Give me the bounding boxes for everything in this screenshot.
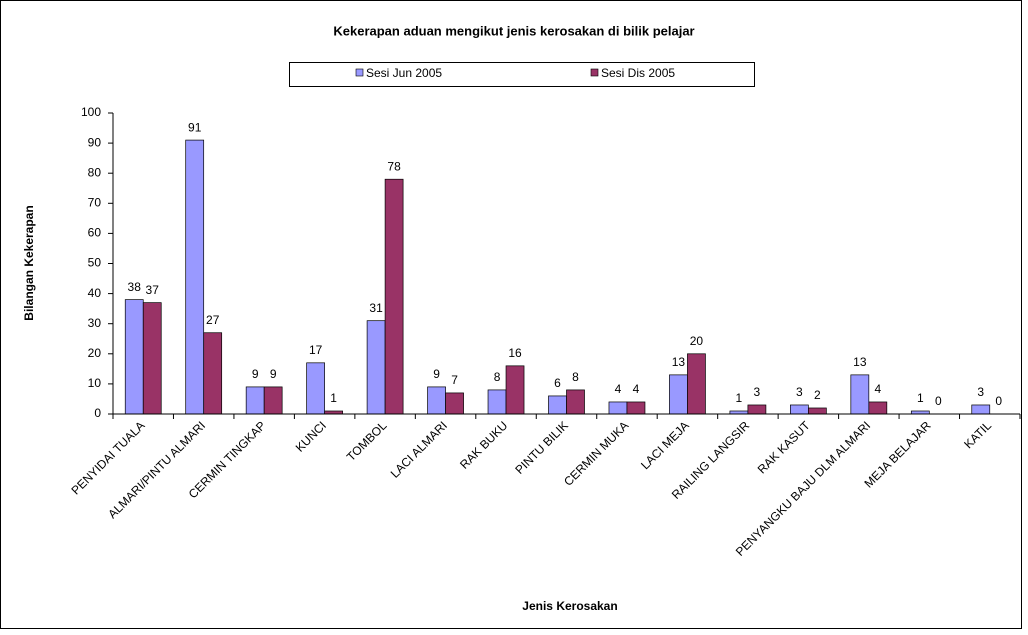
bar bbox=[384, 178, 404, 415]
bar bbox=[445, 392, 464, 415]
bar bbox=[868, 401, 888, 415]
bar bbox=[669, 374, 688, 415]
data-label: 1 bbox=[917, 391, 924, 405]
y-axis-label: Bilangan Kekerapan bbox=[22, 205, 36, 320]
data-label: 38 bbox=[128, 280, 142, 294]
bar bbox=[245, 386, 265, 415]
bar bbox=[548, 395, 567, 415]
data-label: 31 bbox=[369, 301, 383, 315]
data-label: 9 bbox=[433, 367, 440, 381]
data-label: 3 bbox=[977, 385, 984, 399]
bar bbox=[687, 353, 706, 415]
data-label: 2 bbox=[814, 388, 821, 402]
bar bbox=[185, 139, 205, 415]
data-label: 4 bbox=[633, 382, 640, 396]
y-tick-label: 0 bbox=[94, 406, 101, 420]
data-label: 6 bbox=[554, 376, 561, 390]
data-label: 4 bbox=[874, 382, 881, 396]
bar bbox=[124, 299, 144, 415]
bar bbox=[427, 386, 446, 415]
bar bbox=[971, 404, 991, 415]
bar bbox=[790, 404, 809, 415]
y-tick-label: 80 bbox=[88, 165, 102, 179]
bar bbox=[566, 389, 585, 415]
bar bbox=[366, 320, 386, 415]
bar bbox=[487, 389, 507, 415]
bar bbox=[747, 404, 767, 415]
data-label: 13 bbox=[853, 355, 867, 369]
bar bbox=[626, 401, 646, 415]
data-label: 1 bbox=[330, 391, 337, 405]
data-label: 3 bbox=[754, 385, 761, 399]
data-label: 37 bbox=[146, 283, 160, 297]
bar bbox=[263, 386, 283, 415]
data-label: 1 bbox=[736, 391, 743, 405]
bar bbox=[306, 362, 325, 415]
y-tick-label: 60 bbox=[88, 226, 102, 240]
y-tick-label: 70 bbox=[88, 195, 102, 209]
legend-box bbox=[289, 62, 755, 87]
legend-swatch bbox=[590, 68, 599, 77]
data-label: 78 bbox=[387, 159, 401, 173]
y-tick-label: 20 bbox=[88, 346, 102, 360]
x-axis-label: Jenis Kerosakan bbox=[522, 599, 617, 613]
bar bbox=[505, 365, 525, 415]
bar bbox=[808, 407, 827, 415]
data-label: 27 bbox=[206, 313, 220, 327]
y-tick-label: 30 bbox=[88, 316, 102, 330]
data-label: 0 bbox=[995, 394, 1002, 408]
data-label: 9 bbox=[270, 367, 277, 381]
y-tick-label: 10 bbox=[88, 376, 102, 390]
y-tick-label: 90 bbox=[88, 135, 102, 149]
data-label: 16 bbox=[508, 346, 522, 360]
legend-label: Sesi Dis 2005 bbox=[601, 66, 675, 80]
legend-swatch bbox=[355, 68, 364, 77]
data-label: 8 bbox=[572, 370, 579, 384]
bar bbox=[850, 374, 870, 415]
bar bbox=[142, 302, 162, 415]
legend-label: Sesi Jun 2005 bbox=[366, 66, 442, 80]
data-label: 4 bbox=[615, 382, 622, 396]
bar bbox=[608, 401, 628, 415]
data-label: 9 bbox=[252, 367, 259, 381]
data-label: 91 bbox=[188, 120, 202, 134]
bar bbox=[203, 332, 223, 415]
y-tick-label: 100 bbox=[81, 105, 101, 119]
y-tick-label: 50 bbox=[88, 256, 102, 270]
chart-title: Kekerapan aduan mengikut jenis kerosakan… bbox=[333, 23, 694, 38]
data-label: 7 bbox=[451, 373, 458, 387]
y-tick-label: 40 bbox=[88, 286, 102, 300]
data-label: 0 bbox=[935, 394, 942, 408]
data-label: 17 bbox=[309, 343, 323, 357]
data-label: 13 bbox=[672, 355, 686, 369]
data-label: 8 bbox=[494, 370, 501, 384]
data-label: 20 bbox=[690, 334, 704, 348]
data-label: 3 bbox=[796, 385, 803, 399]
